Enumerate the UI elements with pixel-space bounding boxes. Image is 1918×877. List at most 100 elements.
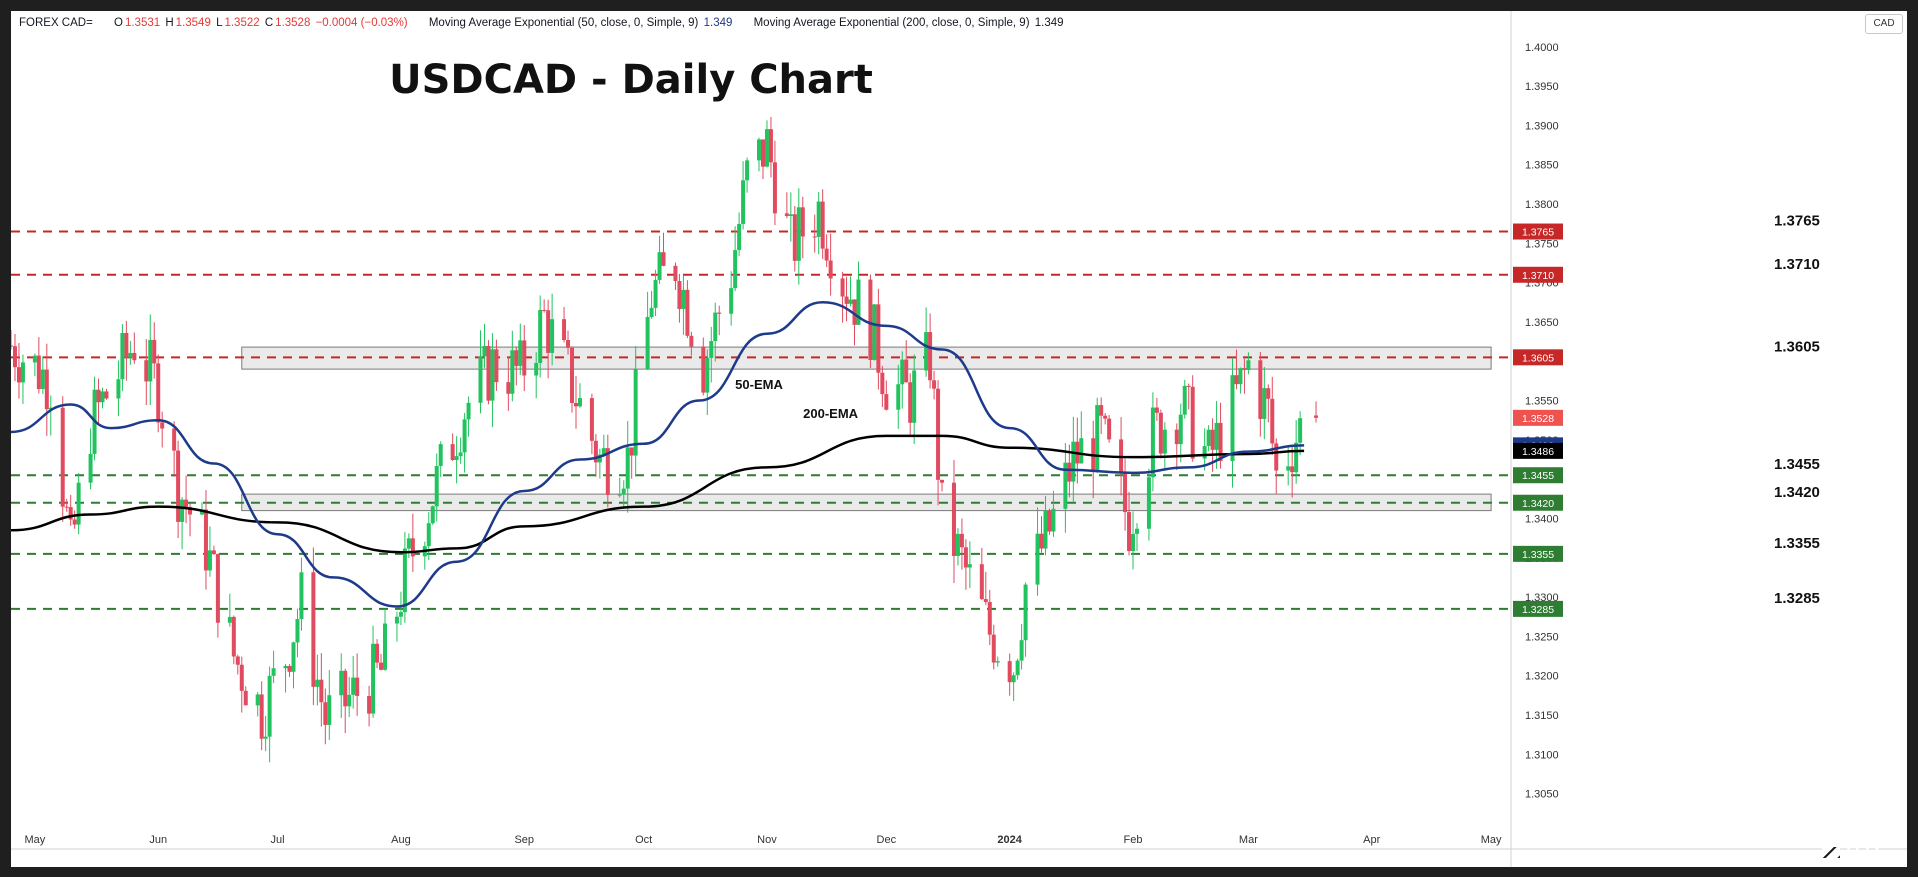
ma50-value: 1.349 bbox=[703, 17, 733, 29]
candle-body bbox=[816, 201, 821, 237]
candle-body bbox=[271, 668, 276, 676]
level-tag-label: 1.3420 bbox=[1522, 498, 1554, 510]
candle-body bbox=[104, 391, 109, 399]
candle-body bbox=[1067, 462, 1072, 482]
candle-body bbox=[323, 702, 328, 725]
candle-body bbox=[1127, 512, 1132, 552]
candle-body bbox=[1298, 418, 1303, 443]
candle-body bbox=[128, 352, 133, 358]
chart-frame: 1.3765 1.3710 1.3605 1.3455 1.3420 1.3355 1.32… bbox=[11, 11, 1907, 867]
candle-body bbox=[705, 357, 710, 393]
candle-body bbox=[243, 690, 248, 706]
candle-body bbox=[36, 355, 41, 390]
candle-body bbox=[72, 519, 77, 525]
candle-body bbox=[263, 736, 268, 739]
ema-annotation: 50-EMA bbox=[735, 377, 783, 392]
candle-body bbox=[438, 444, 443, 467]
candle-body bbox=[573, 402, 578, 407]
candle-body bbox=[1190, 386, 1195, 459]
candle-body bbox=[800, 207, 805, 237]
candle-body bbox=[701, 346, 706, 393]
candle-body bbox=[685, 289, 690, 336]
candle-body bbox=[518, 340, 523, 366]
close-label: C bbox=[264, 17, 274, 29]
candle-body bbox=[546, 310, 551, 353]
candle-body bbox=[315, 679, 320, 687]
level-label: 1.3765 bbox=[1774, 213, 1820, 230]
price-tag bbox=[1513, 409, 1563, 426]
candle-body bbox=[406, 538, 411, 549]
candle-body bbox=[1099, 405, 1104, 416]
candle-body bbox=[355, 677, 360, 696]
candle-body bbox=[566, 339, 571, 348]
candle-body bbox=[494, 349, 499, 383]
candle-body bbox=[570, 347, 575, 403]
candle-body bbox=[852, 299, 857, 325]
candle-body bbox=[689, 335, 694, 347]
candle-body bbox=[295, 619, 300, 643]
candle-body bbox=[1230, 375, 1235, 462]
currency-button[interactable]: CAD bbox=[1865, 14, 1903, 34]
candle-body bbox=[1079, 438, 1084, 464]
candle-body bbox=[963, 547, 968, 568]
ma50-legend[interactable]: Moving Average Exponential (50, close, 0… bbox=[428, 17, 699, 29]
candle-body bbox=[820, 201, 825, 249]
candle-body bbox=[522, 340, 527, 376]
candle-body bbox=[1246, 360, 1251, 371]
candle-body bbox=[462, 419, 467, 453]
candle-body bbox=[199, 509, 204, 515]
candle-body bbox=[593, 440, 598, 463]
lseg-logo: LSEG bbox=[1822, 844, 1886, 860]
candle-body bbox=[848, 299, 853, 304]
candle-body bbox=[454, 456, 459, 461]
candle-body bbox=[896, 384, 901, 410]
x-tick-label: Oct bbox=[635, 834, 652, 846]
y-tick-label: 1.3100 bbox=[1525, 749, 1559, 761]
candle-body bbox=[1146, 477, 1151, 529]
candle-body bbox=[872, 304, 877, 360]
y-tick-label: 1.3900 bbox=[1525, 120, 1559, 132]
price-tag-label: 1.3528 bbox=[1522, 413, 1554, 425]
candle-body bbox=[709, 341, 714, 358]
candle-body bbox=[1019, 640, 1024, 661]
candle-body bbox=[148, 339, 153, 382]
ma200-value: 1.349 bbox=[1034, 17, 1064, 29]
candle-body bbox=[458, 452, 463, 457]
candle-body bbox=[1178, 414, 1183, 445]
candle-body bbox=[12, 346, 17, 368]
candle-body bbox=[215, 554, 220, 623]
candle-body bbox=[876, 304, 881, 373]
candle-body bbox=[940, 479, 945, 483]
candle-body bbox=[1023, 584, 1028, 641]
chart-header: FOREX CAD= O 1.3531 H 1.3549 L 1.3522 C 1.35… bbox=[19, 17, 1066, 29]
candle-body bbox=[844, 296, 849, 304]
candle-body bbox=[211, 550, 216, 555]
candle-body bbox=[450, 444, 455, 461]
x-tick-label: Dec bbox=[877, 834, 897, 846]
candle-body bbox=[132, 352, 137, 361]
candle-body bbox=[176, 450, 181, 522]
candle-body bbox=[991, 634, 996, 663]
candle-body bbox=[1051, 508, 1056, 532]
candle-body bbox=[426, 523, 431, 547]
candle-body bbox=[184, 499, 189, 507]
candle-body bbox=[792, 214, 797, 261]
candle-body bbox=[562, 319, 567, 340]
ma200-legend[interactable]: Moving Average Exponential (200, close, … bbox=[753, 17, 1030, 29]
candle-body bbox=[1123, 473, 1128, 513]
candle-body bbox=[375, 643, 380, 663]
candle-body bbox=[351, 677, 356, 695]
candle-body bbox=[1238, 368, 1243, 385]
candle-body bbox=[1162, 429, 1167, 454]
candle-body bbox=[657, 252, 662, 280]
candle-body bbox=[924, 332, 929, 371]
candle-body bbox=[983, 599, 988, 603]
candle-body bbox=[1202, 446, 1207, 459]
y-tick-label: 1.3250 bbox=[1525, 631, 1559, 643]
candle-body bbox=[1047, 510, 1052, 532]
candle-body bbox=[617, 494, 622, 496]
candle-body bbox=[291, 642, 296, 672]
candle-body bbox=[116, 379, 121, 399]
candle-body bbox=[589, 398, 594, 441]
candle-body bbox=[231, 616, 236, 657]
